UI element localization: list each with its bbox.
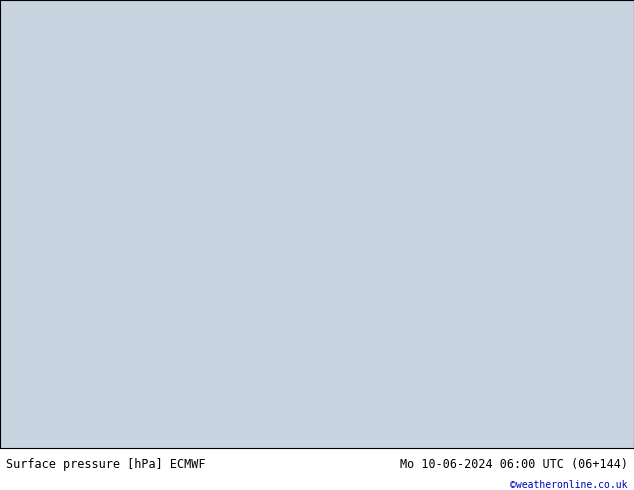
Text: Surface pressure [hPa] ECMWF: Surface pressure [hPa] ECMWF: [6, 458, 206, 471]
Text: ©weatheronline.co.uk: ©weatheronline.co.uk: [510, 480, 628, 490]
Text: Mo 10-06-2024 06:00 UTC (06+144): Mo 10-06-2024 06:00 UTC (06+144): [399, 458, 628, 471]
